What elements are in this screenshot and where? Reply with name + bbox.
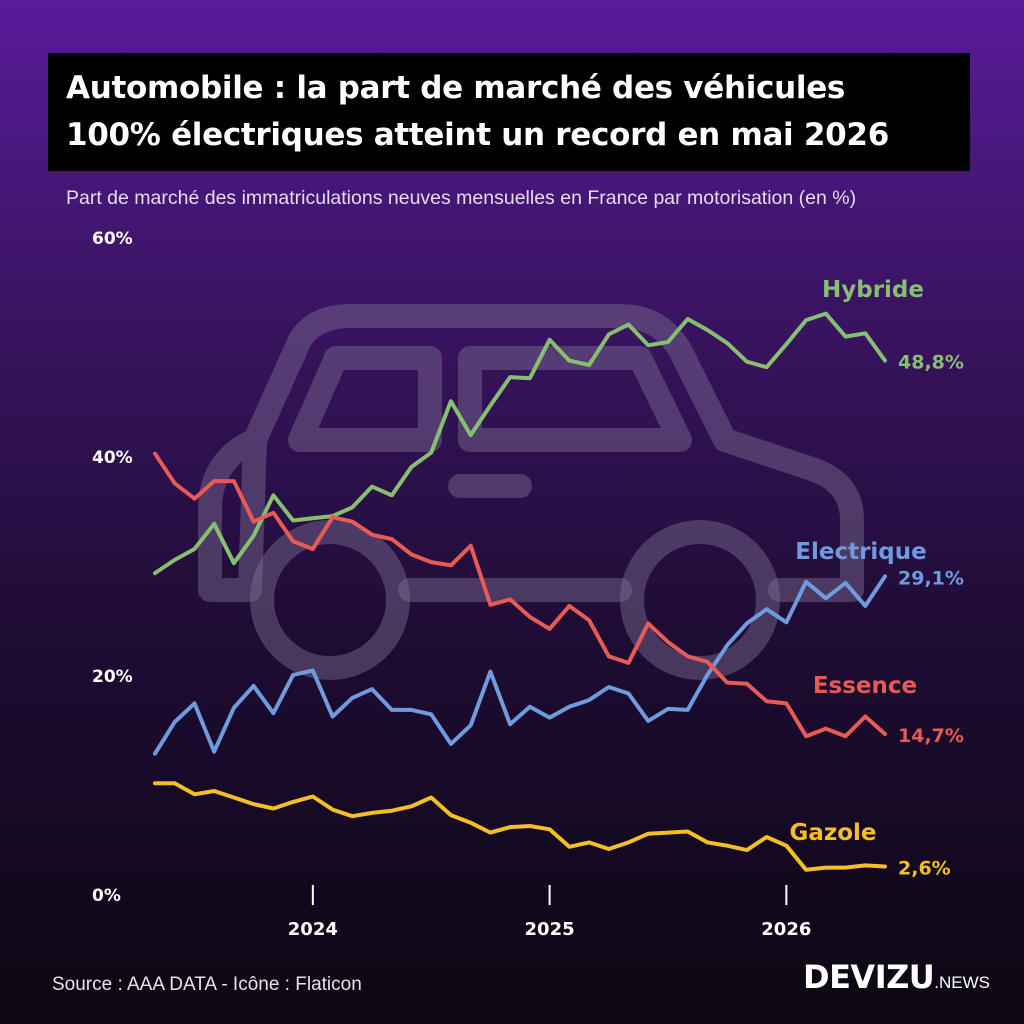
chart-title-line-2: 100% électriques atteint un record en ma… xyxy=(66,117,889,153)
series-labels: 48,8% Hybride 29,1%Electrique 14,7% Essence 2… xyxy=(789,277,963,880)
chart-title-line-1: Automobile : la part de marché des véhic… xyxy=(66,70,846,106)
chart-subtitle: Part de marché des immatriculations neuv… xyxy=(66,187,857,209)
x-tick-label: 2024 xyxy=(288,919,338,940)
series-name-label-gazole: Gazole xyxy=(789,820,876,846)
end-value-label-hybride: 48,8% xyxy=(898,352,964,374)
axes: 0% 20% 40% 60% 2024 2025 2026 xyxy=(92,229,811,940)
end-value-label-electrique: 29,1% xyxy=(898,567,964,589)
x-tick-label: 2026 xyxy=(761,919,811,940)
y-tick-label: 20% xyxy=(92,667,133,687)
y-tick-label: 0% xyxy=(92,886,121,906)
end-value-label-gazole: 2,6% xyxy=(898,858,951,880)
series-line-electrique xyxy=(153,574,887,756)
brand-logo: DEVIZU.NEWS xyxy=(803,958,990,996)
brand-suffix: .NEWS xyxy=(934,973,991,992)
x-tick-label: 2025 xyxy=(525,919,575,940)
title-box: Automobile : la part de marché des véhic… xyxy=(48,53,970,171)
source-note: Source : AAA DATA - Icône : Flaticon xyxy=(52,974,362,995)
series-name-label-essence: Essence xyxy=(813,673,917,699)
series-line-hybride xyxy=(153,311,887,576)
car-icon xyxy=(198,304,864,680)
brand-name: DEVIZU xyxy=(803,958,935,996)
series-lines xyxy=(153,311,887,872)
series-name-label-electrique: Electrique xyxy=(795,539,927,565)
end-value-label-essence: 14,7% xyxy=(898,725,964,747)
y-tick-label: 60% xyxy=(92,229,133,249)
series-line-essence xyxy=(153,451,887,739)
series-name-label-hybride: Hybride xyxy=(822,277,924,303)
y-tick-label: 40% xyxy=(92,448,133,468)
series-line-gazole xyxy=(153,781,887,872)
